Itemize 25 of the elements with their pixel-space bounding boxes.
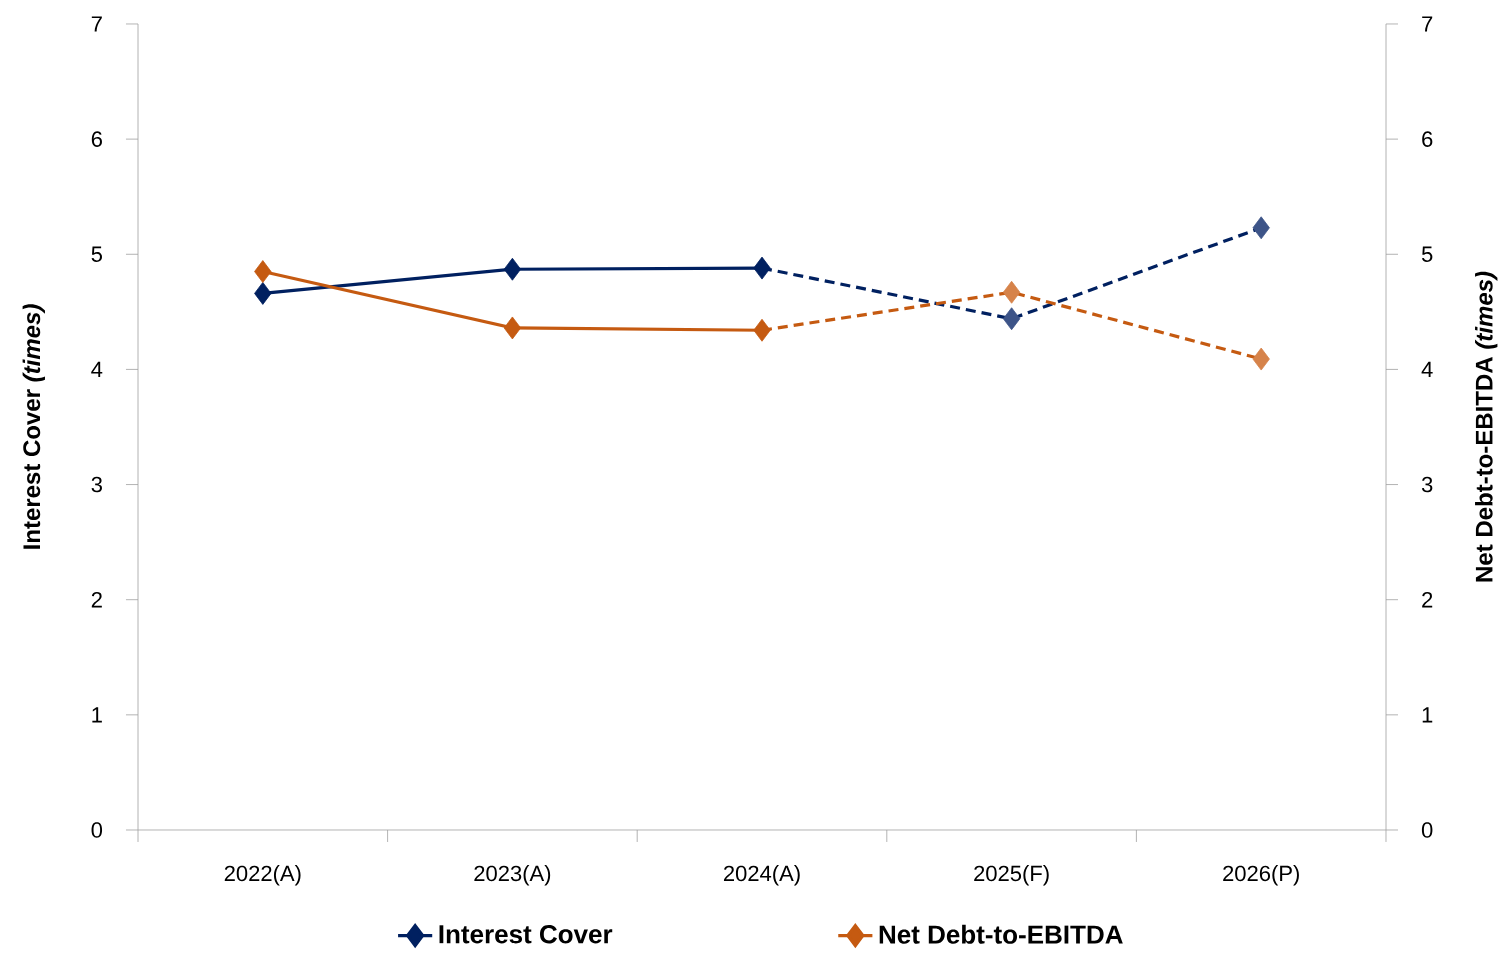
y-tick-label: 1: [92, 707, 102, 723]
y2-tick-label: 6: [1422, 131, 1433, 147]
y2-tick-label: 7: [1422, 16, 1433, 32]
y2-tick-label: 3: [1421, 476, 1433, 493]
legend-label: Interest Cover: [439, 925, 613, 944]
y-tick-label: 3: [91, 476, 102, 493]
y2-tick-label: 1: [1422, 707, 1433, 723]
y-tick-label: 5: [91, 246, 102, 262]
x-tick-label: 2022(A): [224, 865, 301, 886]
y2-axis-title: Net Debt-to-EBITDA (times): [1475, 271, 1498, 582]
y2-tick-label: 2: [1422, 592, 1433, 608]
legend-label: Net Debt-to-EBITDA: [879, 924, 1123, 944]
x-tick-label: 2024(A): [723, 865, 800, 886]
x-tick-label: 2023(A): [474, 865, 551, 886]
x-tick-label: 2025(F): [974, 865, 1049, 886]
y2-tick-label: 4: [1421, 361, 1433, 377]
y2-tick-label: 0: [1421, 822, 1433, 838]
x-tick-label: 2026(P): [1223, 865, 1299, 886]
y2-tick-label: 5: [1421, 246, 1433, 262]
y-tick-label: 7: [91, 16, 102, 32]
y-tick-label: 6: [91, 131, 102, 147]
y-tick-label: 2: [91, 592, 102, 608]
y-tick-label: 0: [91, 822, 103, 838]
y-axis-title: Interest Cover (times): [22, 304, 45, 549]
y-tick-label: 4: [91, 361, 103, 377]
